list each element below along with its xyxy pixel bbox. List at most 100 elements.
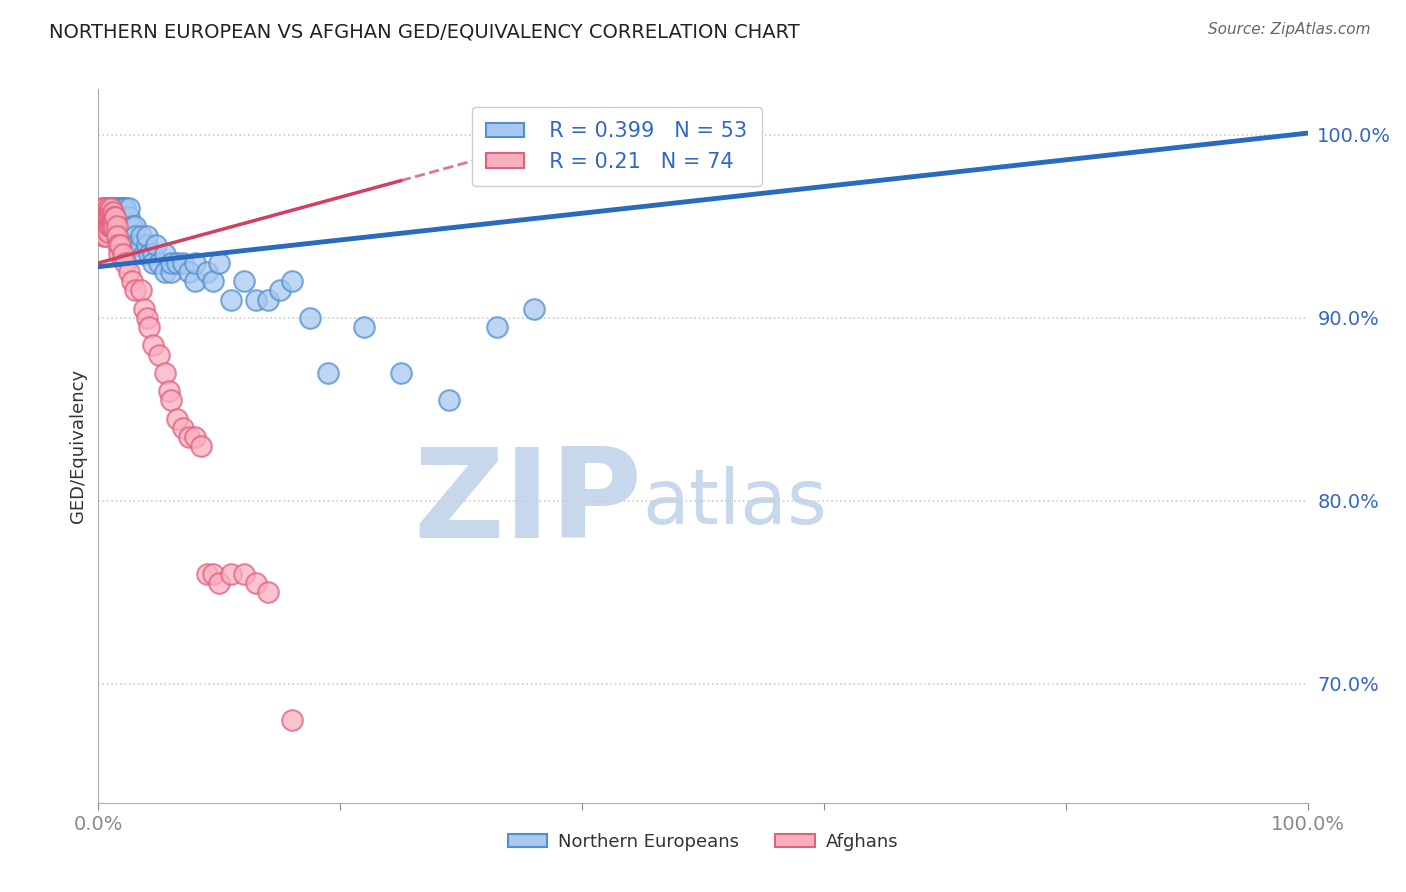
Point [138, 320, 160, 334]
Point [100, 201, 122, 215]
Point [105, 228, 128, 243]
Point [91, 211, 114, 225]
Point [202, 567, 225, 582]
Point [142, 247, 165, 261]
Point [157, 384, 180, 398]
Point [134, 301, 156, 316]
Point [100, 201, 122, 215]
Point [118, 265, 141, 279]
Point [153, 366, 176, 380]
Point [166, 411, 188, 425]
Point [153, 247, 176, 261]
Point [100, 201, 122, 215]
Point [91, 204, 114, 219]
Point [184, 256, 207, 270]
Point [111, 201, 134, 215]
Legend: Northern Europeans, Afghans: Northern Europeans, Afghans [501, 826, 905, 858]
Point [353, 320, 375, 334]
Point [100, 219, 122, 234]
Point [103, 211, 125, 225]
Point [190, 439, 212, 453]
Point [486, 320, 509, 334]
Point [93, 223, 115, 237]
Point [256, 293, 278, 307]
Point [96, 216, 118, 230]
Point [93, 216, 115, 230]
Point [94, 211, 117, 225]
Point [281, 714, 304, 728]
Point [124, 228, 146, 243]
Point [195, 567, 218, 582]
Point [97, 212, 120, 227]
Point [93, 201, 115, 215]
Point [100, 209, 122, 223]
Point [160, 393, 183, 408]
Point [97, 201, 120, 215]
Point [124, 284, 146, 298]
Text: NORTHERN EUROPEAN VS AFGHAN GED/EQUIVALENCY CORRELATION CHART: NORTHERN EUROPEAN VS AFGHAN GED/EQUIVALE… [49, 22, 800, 41]
Point [101, 214, 124, 228]
Point [142, 338, 165, 352]
Point [97, 201, 120, 215]
Point [129, 284, 152, 298]
Point [437, 393, 460, 408]
Point [93, 201, 115, 215]
Point [148, 256, 170, 270]
Point [101, 201, 124, 215]
Point [105, 201, 128, 215]
Point [245, 293, 267, 307]
Point [389, 366, 412, 380]
Point [281, 274, 304, 288]
Point [98, 204, 121, 219]
Point [172, 256, 194, 270]
Point [96, 204, 118, 219]
Point [135, 310, 157, 325]
Point [208, 256, 231, 270]
Point [127, 237, 149, 252]
Point [93, 204, 115, 219]
Point [208, 576, 231, 591]
Point [91, 204, 114, 219]
Point [97, 219, 120, 234]
Point [256, 585, 278, 599]
Point [114, 201, 136, 215]
Point [245, 576, 267, 591]
Point [121, 274, 143, 288]
Point [221, 293, 243, 307]
Point [179, 265, 201, 279]
Point [111, 247, 134, 261]
Point [202, 274, 225, 288]
Point [523, 301, 546, 316]
Text: ZIP: ZIP [413, 442, 643, 564]
Text: atlas: atlas [643, 467, 827, 540]
Point [108, 237, 131, 252]
Point [134, 247, 156, 261]
Point [101, 204, 124, 219]
Text: Source: ZipAtlas.com: Source: ZipAtlas.com [1208, 22, 1371, 37]
Point [100, 219, 122, 234]
Point [121, 219, 143, 234]
Point [93, 211, 115, 225]
Point [108, 247, 131, 261]
Point [148, 347, 170, 361]
Point [135, 228, 157, 243]
Point [184, 430, 207, 444]
Point [160, 265, 183, 279]
Point [160, 256, 183, 270]
Point [184, 274, 207, 288]
Point [100, 211, 122, 225]
Point [93, 219, 115, 234]
Point [142, 256, 165, 270]
Point [145, 237, 167, 252]
Point [135, 237, 157, 252]
Point [91, 201, 114, 215]
Point [108, 201, 131, 215]
Point [97, 225, 120, 239]
Point [94, 204, 117, 219]
Point [98, 211, 121, 225]
Point [118, 201, 141, 215]
Point [91, 216, 114, 230]
Point [166, 256, 188, 270]
Point [172, 420, 194, 434]
Point [111, 201, 134, 215]
